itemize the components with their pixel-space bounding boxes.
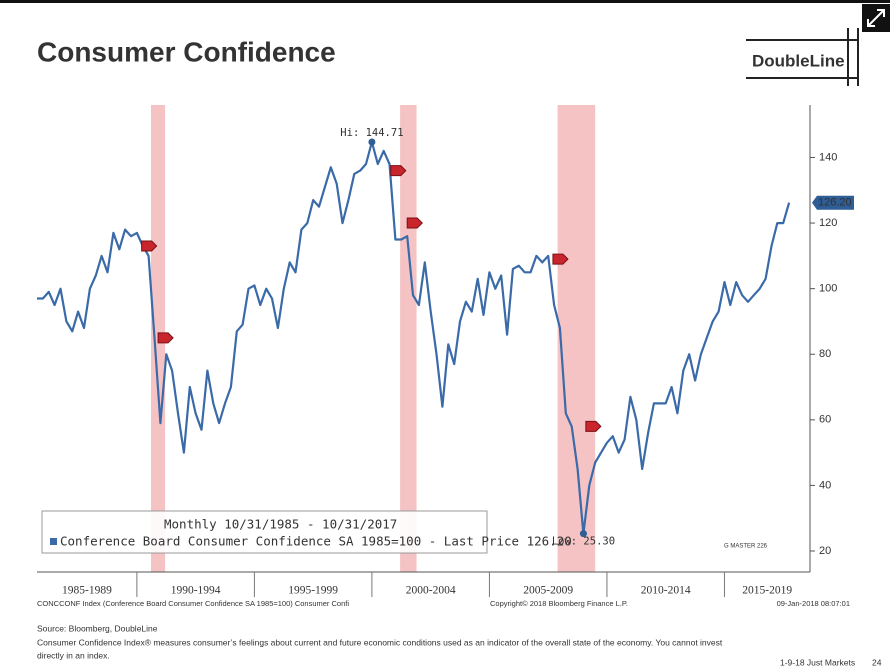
slide-page-number: 24 [872, 657, 882, 667]
y-tick-label: 40 [819, 479, 831, 491]
legend-title: Monthly 10/31/1985 - 10/31/2017 [164, 517, 397, 532]
annotation-point [368, 138, 376, 146]
legend-swatch [50, 538, 57, 545]
logo: DoubleLine [746, 28, 859, 86]
event-marker [585, 420, 602, 432]
y-tick-label: 20 [819, 545, 831, 557]
recession-band [557, 105, 596, 572]
terminal-footer-left: CONCCONF Index (Conference Board Consume… [37, 599, 349, 608]
plot: 20 40 60 80 100 120 140 1985-1989 1990-1994 1995-… [37, 105, 854, 597]
y-tick-label: 80 [819, 348, 831, 360]
terminal-footer-center: Copyright© 2018 Bloomberg Finance L.P. [490, 599, 628, 608]
legend-entry: Conference Board Consumer Confidence SA … [60, 534, 572, 549]
annotation-label: Hi: 144.71 [340, 127, 403, 139]
x-period-label: 1995-1999 [288, 585, 338, 597]
event-marker [141, 240, 158, 252]
x-period-label: 2005-2009 [523, 585, 573, 597]
last-price-label: 126.20 [818, 197, 852, 209]
x-period-label: 2010-2014 [641, 585, 691, 597]
x-period-label: 1990-1994 [171, 585, 221, 597]
event-marker [390, 165, 407, 177]
slide-footer-label: 1-9-18 Just Markets [780, 657, 855, 667]
x-period-label: 2015-2019 [742, 585, 792, 597]
watermark: G MASTER 226 [724, 544, 768, 550]
annotation-label: Low: 25.30 [552, 536, 615, 548]
event-marker [157, 332, 174, 344]
y-tick-label: 100 [819, 283, 837, 295]
slide-title: Consumer Confidence [37, 36, 336, 67]
annotation-point [579, 530, 587, 538]
logo-text: DoubleLine [752, 51, 845, 70]
recession-band [400, 105, 417, 572]
source-line: Consumer Confidence Index® measures cons… [37, 637, 723, 647]
expand-icon[interactable] [862, 4, 890, 32]
top-border [0, 0, 890, 3]
source-line: directly in an index. [37, 650, 110, 660]
x-period-label: 1985-1989 [62, 585, 112, 597]
last-price-tag [812, 195, 854, 210]
terminal-footer-right: 09-Jan-2018 08:07:01 [777, 599, 850, 608]
source-line: Source: Bloomberg, DoubleLine [37, 623, 158, 633]
legend-box [41, 510, 488, 554]
series-line [37, 140, 791, 535]
x-period-label: 2000-2004 [406, 585, 456, 597]
y-tick-label: 140 [819, 151, 837, 163]
y-tick-label: 60 [819, 414, 831, 426]
y-tick-label: 120 [819, 217, 837, 229]
event-marker [552, 253, 569, 265]
event-marker [406, 217, 423, 229]
